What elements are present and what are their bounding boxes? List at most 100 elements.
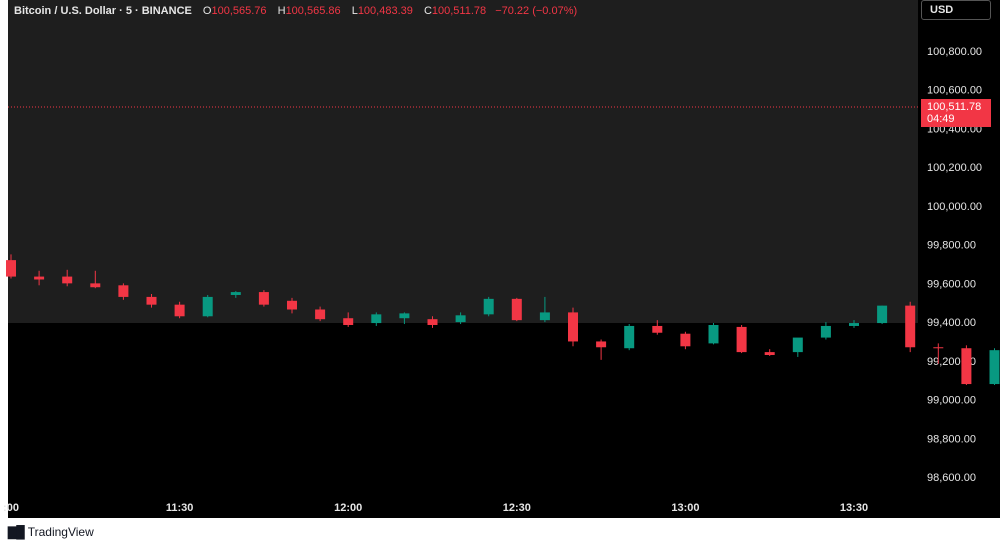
candle-body [652,325,663,333]
chart-background-lower [8,323,918,518]
y-tick-label: 99,800.00 [927,240,976,252]
x-tick-label: 12:00 [334,502,362,514]
candle-body [427,319,438,325]
candle [680,331,691,350]
candle-body [792,337,803,353]
y-tick-label: 98,600.00 [927,472,976,484]
candle-body [568,312,578,342]
candle-body [34,276,45,280]
y-tick-label: 99,600.00 [927,278,976,290]
candle-body [287,300,297,310]
x-tick-label: 13:00 [671,502,699,514]
candle-body [483,298,494,315]
candle [427,316,438,328]
candle-body [736,326,747,353]
candle [287,297,297,314]
candle [539,296,550,323]
x-tick-label: 11:30 [166,502,194,514]
candle [877,305,888,325]
candle [736,324,747,354]
candle-body [90,283,101,288]
candle [371,312,382,326]
y-tick-label: 99,000.00 [927,395,976,407]
candle-body [6,260,16,277]
candle [258,290,269,307]
time-scale-background[interactable] [8,490,918,518]
candle-body [764,352,775,356]
candle [202,294,213,318]
candle [6,254,16,279]
x-tick-label: 12:30 [503,502,531,514]
low-value: 100,483.39 [357,5,413,17]
tradingview-logo-icon: ▇█ [8,525,25,539]
candle-body [343,318,354,325]
last-price-value: 100,511.78 [927,101,982,113]
candle-body [118,285,129,297]
candle-body [877,305,888,324]
footer-branding[interactable]: ▇█ TradingView [8,525,94,539]
symbol-title[interactable]: Bitcoin / U.S. Dollar · 5 · BINANCE [14,5,192,17]
candle-body [539,312,550,321]
currency-button[interactable]: USD [921,0,991,20]
candle-body [624,325,635,349]
candle-body [202,296,213,317]
chart-background-upper [8,0,918,323]
candle-body [315,309,326,320]
y-tick-label: 100,000.00 [927,201,982,213]
candle [764,349,775,356]
candle-body [230,292,241,295]
candle-body [933,347,944,349]
open-label: O [202,5,212,17]
candle [399,312,410,325]
candlestick-series [6,254,1000,386]
symbol-legend: Bitcoin / U.S. Dollar · 5 · BINANCE O100… [14,5,577,17]
last-price-tag: 100,511.78 04:49 [921,99,991,127]
candle-body [258,292,269,305]
candle [989,348,1000,386]
bar-countdown: 04:49 [927,113,955,125]
candle [315,306,326,322]
candle [511,297,522,322]
candle-body [371,314,382,324]
price-scale-background[interactable] [918,0,1000,518]
candle [624,324,635,351]
candle [596,339,607,360]
candle-body [62,276,73,284]
high-label: H [277,5,286,17]
candle-body [708,324,719,344]
low-label: L [351,5,358,17]
candle-body [511,298,522,321]
candle-body [820,325,831,338]
candle-body [596,341,607,348]
candle [118,283,129,300]
candle [961,345,972,386]
y-tick-label: 98,800.00 [927,433,976,445]
x-axis: :0011:3012:0012:3013:0013:3014:0014:3015… [3,502,868,514]
open-value: 100,565.76 [211,5,267,17]
x-tick-label: 13:30 [840,502,868,514]
candle [933,343,944,364]
candle [146,294,157,308]
candle [62,269,73,287]
close-label: C [423,5,432,17]
candle-body [455,315,466,323]
candle [820,322,831,340]
candle [652,320,663,335]
brand-name: TradingView [27,525,94,539]
candle [905,301,916,353]
change-value: −70.22 (−0.07%) [495,5,578,17]
candle [343,312,354,327]
candle-body [174,304,185,317]
candle [90,270,101,289]
candle [174,301,185,319]
candle [708,323,719,345]
candle-body [849,323,859,326]
candle [849,320,859,328]
candle [792,337,803,357]
candle-body [961,348,972,385]
candle [34,270,45,286]
y-tick-label: 100,200.00 [927,162,982,174]
candle [455,312,466,325]
close-value: 100,511.78 [431,5,487,17]
